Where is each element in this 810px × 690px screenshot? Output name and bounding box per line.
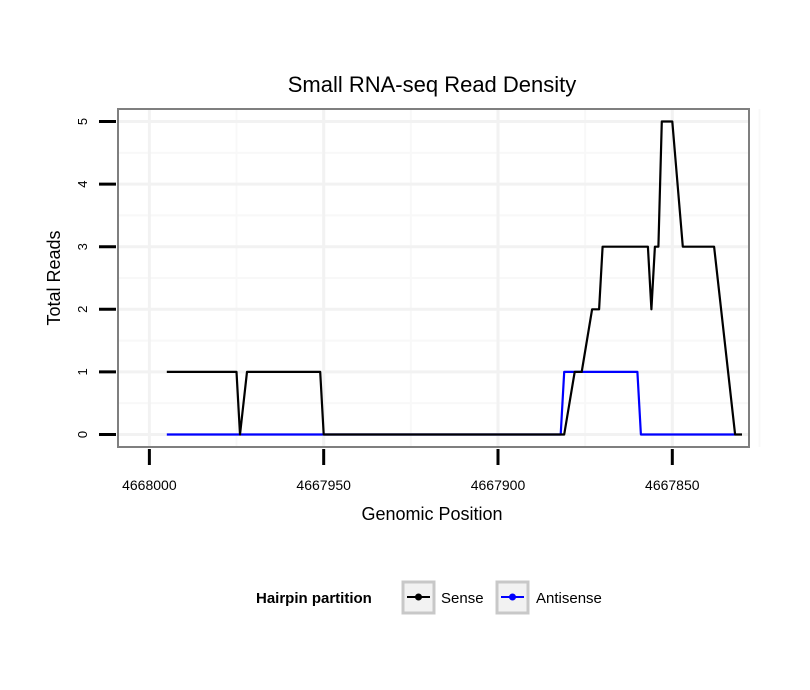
- legend-item-antisense: Antisense: [495, 580, 602, 615]
- plot-panel-border: [117, 108, 750, 448]
- y-tick-label: 3: [75, 243, 90, 250]
- series-line-sense: [166, 120, 742, 436]
- y-tick-label: 1: [75, 368, 90, 375]
- legend-point-sense: [415, 593, 422, 601]
- legend-item-sense: Sense: [401, 580, 484, 615]
- legend-point-antisense: [509, 593, 516, 601]
- x-tick-label: 4668000: [122, 477, 177, 493]
- chart-title: Small RNA-seq Read Density: [288, 72, 577, 97]
- y-axis-label: Total Reads: [44, 230, 64, 325]
- y-tick-label: 0: [75, 431, 90, 438]
- y-tick-label: 2: [75, 306, 90, 313]
- y-tick-label: 5: [75, 118, 90, 125]
- x-tick-label: 4667950: [296, 477, 351, 493]
- series-layer: [166, 120, 742, 436]
- legend-label-antisense: Antisense: [536, 590, 602, 607]
- x-tick-label: 4667900: [471, 477, 526, 493]
- x-tick-label: 4667850: [645, 477, 700, 493]
- legend: Hairpin partition Sense Antisense: [256, 580, 602, 615]
- gridlines: [118, 109, 761, 447]
- y-tick-label: 4: [75, 180, 90, 187]
- legend-label-sense: Sense: [441, 590, 484, 607]
- x-axis-label: Genomic Position: [361, 504, 502, 524]
- x-axis: 4668000 4667950 4667900 4667850: [122, 449, 700, 493]
- y-axis: 0 1 2 3 4 5: [75, 118, 116, 438]
- legend-title: Hairpin partition: [256, 590, 372, 607]
